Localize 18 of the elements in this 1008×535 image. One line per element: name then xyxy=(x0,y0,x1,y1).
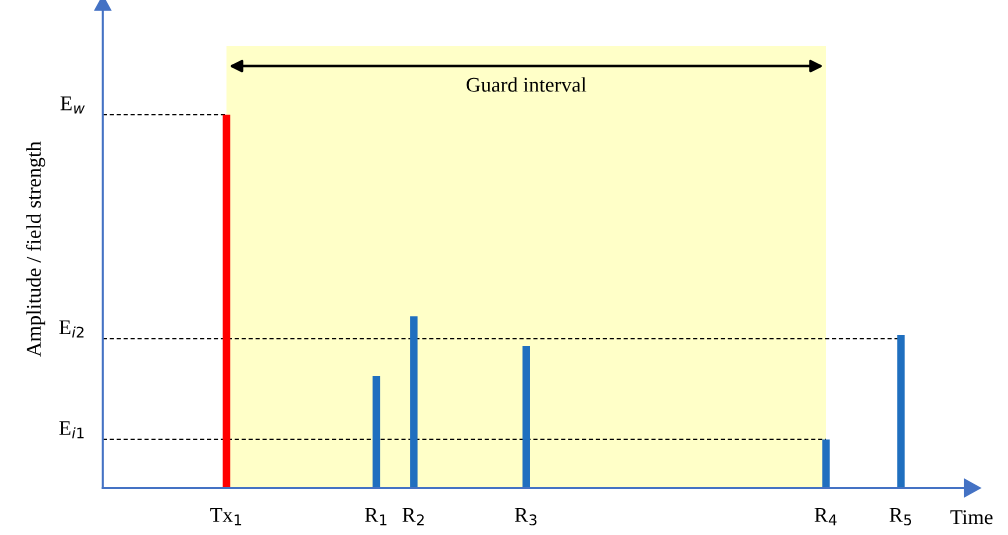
y-axis-title: Amplitude / field strength xyxy=(26,141,46,357)
x-tick-label: R$_{2}$ xyxy=(402,508,424,526)
bar xyxy=(822,439,830,488)
ref-line-label: E$_{i2}$ xyxy=(59,320,84,338)
band-label: Guard interval xyxy=(466,77,587,92)
x-axis-title: Time xyxy=(950,510,993,525)
x-tick-label: R$_{4}$ xyxy=(814,508,837,526)
ref-line-label: E$_{w}$ xyxy=(60,96,85,114)
x-tick-label: Tx$_{1}$ xyxy=(210,508,242,526)
bar xyxy=(897,334,905,488)
bar xyxy=(522,346,530,488)
ref-line-label: E$_{i1}$ xyxy=(59,421,84,439)
x-tick-label: R$_{1}$ xyxy=(364,508,387,526)
x-tick-label: R$_{5}$ xyxy=(889,508,912,526)
bar xyxy=(410,316,418,488)
bar xyxy=(372,375,381,488)
bar xyxy=(222,114,231,488)
x-tick-label: R$_{3}$ xyxy=(514,508,537,526)
